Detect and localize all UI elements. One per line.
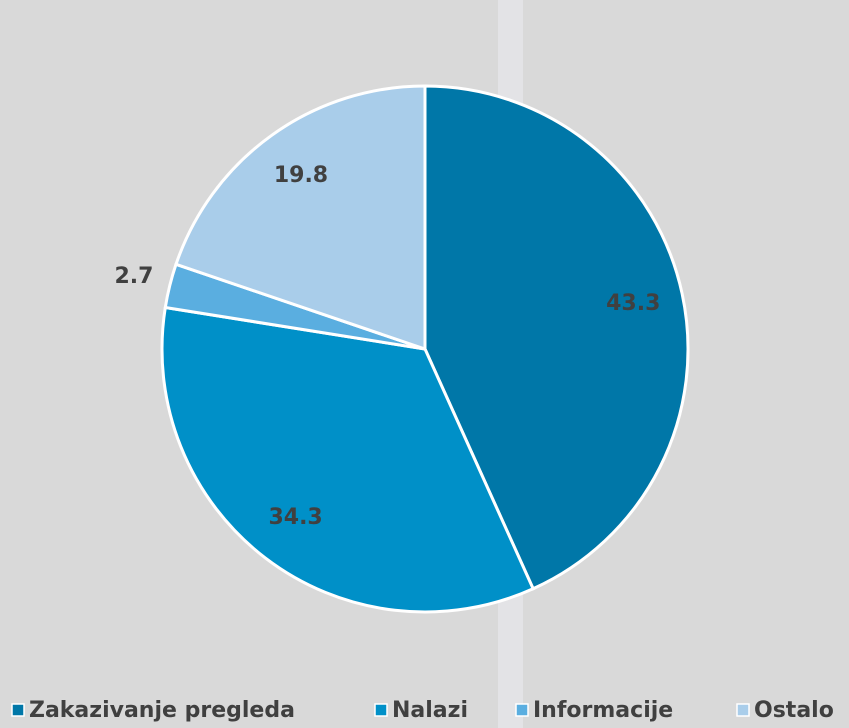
data-label: 2.7 xyxy=(115,264,154,289)
legend-swatch xyxy=(515,703,529,717)
data-label: 34.3 xyxy=(268,505,322,530)
pie-slice xyxy=(174,84,427,352)
data-label: 19.8 xyxy=(274,163,328,188)
legend-swatch xyxy=(374,703,388,717)
legend-label: Informacije xyxy=(533,698,673,723)
legend-label: Zakazivanje pregleda xyxy=(29,698,295,723)
data-label: 43.3 xyxy=(606,291,660,316)
legend-label: Ostalo xyxy=(754,698,834,723)
legend-swatch xyxy=(736,703,750,717)
legend-swatch xyxy=(11,703,25,717)
pie-slice xyxy=(423,84,690,591)
pie-slice xyxy=(160,305,536,614)
legend-label: Nalazi xyxy=(392,698,468,723)
